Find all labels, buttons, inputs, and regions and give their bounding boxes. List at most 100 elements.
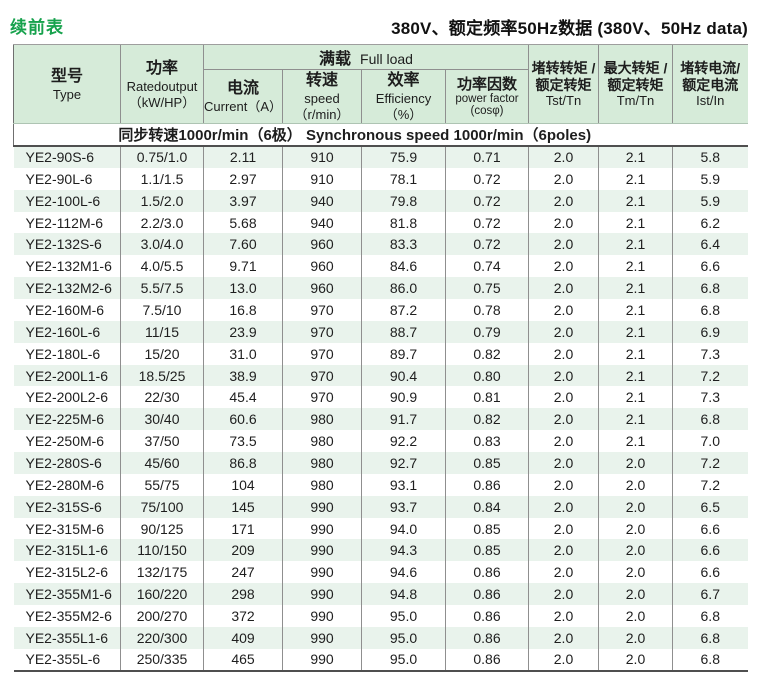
cell-model: YE2-315S-6 [25,498,102,515]
cell-power-factor: 0.85 [445,452,529,474]
cell-efficiency: 81.8 [361,211,446,234]
cell-current: 13.0 [203,277,283,300]
table-row: YE2-355M1-6 160/220 298 990 94.8 0.86 2.0 2.… [13,583,748,606]
cell-efficiency: 92.2 [361,430,446,453]
table-row: YE2-355M2-6 200/270 372 990 95.0 0.86 2.0 2.… [14,605,748,627]
cell-current: 209 [203,539,283,562]
cell-speed: 970 [282,342,362,365]
cell-rated-output: 37/50 [120,430,204,453]
cell-speed: 990 [282,539,362,562]
cell-current: 5.68 [203,211,283,234]
col-header-speed-en: speed（r/min） [294,91,350,122]
cell-current: 298 [203,583,283,606]
cell-model: YE2-132M2-6 [25,280,112,297]
cell-speed: 970 [282,364,362,387]
cell-efficiency: 94.0 [361,517,446,540]
col-header-rated-output: 功率 Ratedoutput （kW/HP） [120,44,204,124]
col-header-speed: 转速 speed（r/min） [282,69,362,124]
cell-rated-output: 11/15 [120,320,204,343]
col-header-ist-zh2: 额定电流 [682,76,739,93]
page-title: 380V、额定频率50Hz数据 (380V、50Hz data) [391,19,748,38]
cell-tm-tn: 2.0 [598,452,673,474]
table-row: YE2-90S-6 0.75/1.0 2.11 910 75.9 0.71 2.0 2.… [13,146,748,168]
table-row: YE2-280S-6 45/60 86.8 980 92.7 0.85 2.0 2.0 … [13,452,748,474]
cell-rated-output: 55/75 [120,473,204,496]
table-row: YE2-132M1-6 4.0/5.5 9.71 960 84.6 0.74 2.0 2… [14,255,748,278]
cell-speed: 970 [282,320,362,343]
table-row: YE2-200L1-6 18.5/25 38.9 970 90.4 0.80 2.0 2… [13,364,748,387]
col-header-power-factor-zh: 功率因数 [456,75,517,93]
cell-tst-tn: 2.0 [528,211,599,234]
cell-current: 7.60 [203,233,283,256]
cell-tst-tn: 2.0 [528,146,599,168]
table-row: YE2-100L-6 1.5/2.0 3.97 940 79.8 0.72 2.0 2.… [13,189,748,212]
cell-tm-tn: 2.1 [598,364,673,387]
cell-tst-tn: 2.0 [528,517,599,540]
col-header-current: 电流 Current（A） [203,69,283,124]
cell-efficiency: 95.0 [361,605,446,627]
cell-rated-output: 30/40 [120,408,204,431]
table-row: YE2-280M-6 55/75 104 980 93.1 0.86 2.0 2.0 7… [14,473,748,496]
cell-current: 372 [203,605,283,627]
col-header-tst-zh1: 堵转转矩 / [531,60,596,76]
cell-tm-tn: 2.1 [598,167,673,190]
cell-rated-output: 200/270 [120,605,204,627]
table-row: YE2-112M-6 2.2/3.0 5.68 940 81.8 0.72 2.0 2.… [14,211,748,234]
cell-model: YE2-315M-6 [25,520,105,537]
cell-tm-tn: 2.0 [598,517,673,540]
cell-rated-output: 160/220 [120,583,204,606]
cell-model: YE2-90S-6 [25,149,94,166]
cell-speed: 970 [282,299,362,321]
cell-power-factor: 0.82 [445,408,529,431]
cell-ist-in: 6.8 [672,299,748,321]
col-header-tm-tn: 最大转矩 / 额定转矩 Tm/Tn [598,44,673,124]
table-row: YE2-225M-6 30/40 60.6 980 91.7 0.82 2.0 2.1 … [13,408,748,431]
cell-speed: 910 [282,146,362,168]
section-header-6pole: 同步转速1000r/min（6极） Synchronous speed 1000… [13,123,748,147]
cell-current: 16.8 [203,299,283,321]
cell-model: YE2-250M-6 [25,433,105,450]
cell-rated-output: 45/60 [120,452,204,474]
cell-rated-output: 3.0/4.0 [120,233,204,256]
col-header-power-factor-en: power factor [455,92,519,105]
cell-speed: 990 [282,495,362,518]
cell-tst-tn: 2.0 [528,605,599,627]
cell-speed: 990 [282,605,362,627]
cell-rated-output: 5.5/7.5 [120,277,204,300]
cell-current: 104 [203,473,283,496]
cell-tst-tn: 2.0 [528,583,599,606]
cell-rated-output: 2.2/3.0 [120,211,204,234]
cell-power-factor: 0.86 [445,561,529,584]
cell-rated-output: 132/175 [120,561,204,584]
cell-current: 23.9 [203,320,283,343]
table-row: YE2-250M-6 37/50 73.5 980 92.2 0.83 2.0 2.1 … [14,430,748,453]
cell-model: YE2-160L-6 [25,323,101,340]
cell-ist-in: 6.2 [672,211,748,234]
col-header-tst-en: Tst/Tn [545,93,582,108]
col-header-type-zh: 型号 [50,67,83,85]
cell-power-factor: 0.81 [445,386,529,409]
cell-tm-tn: 2.0 [598,561,673,584]
cell-ist-in: 6.6 [672,561,748,584]
cell-ist-in: 5.9 [672,189,748,212]
cell-efficiency: 94.8 [361,583,446,606]
cell-ist-in: 6.9 [672,320,748,343]
col-header-tm-zh1: 最大转矩 / [603,60,668,76]
cell-model: YE2-100L-6 [25,192,101,209]
cell-power-factor: 0.82 [445,342,529,365]
cell-power-factor: 0.86 [445,626,529,649]
cell-tst-tn: 2.0 [528,386,599,409]
cell-speed: 980 [282,452,362,474]
cell-model: YE2-132S-6 [25,236,102,253]
cell-ist-in: 6.6 [672,539,748,562]
cell-tst-tn: 2.0 [528,495,599,518]
cell-tm-tn: 2.0 [598,495,673,518]
table-row: YE2-315L1-6 110/150 209 990 94.3 0.85 2.0 2.… [13,539,748,562]
cell-rated-output: 18.5/25 [120,364,204,387]
table-row: YE2-90L-6 1.1/1.5 2.97 910 78.1 0.72 2.0 2.1… [14,167,748,190]
cell-power-factor: 0.86 [445,605,529,627]
cell-tst-tn: 2.0 [528,233,599,256]
cell-power-factor: 0.74 [445,255,529,278]
cell-tm-tn: 2.0 [598,583,673,606]
cell-speed: 990 [282,648,362,672]
